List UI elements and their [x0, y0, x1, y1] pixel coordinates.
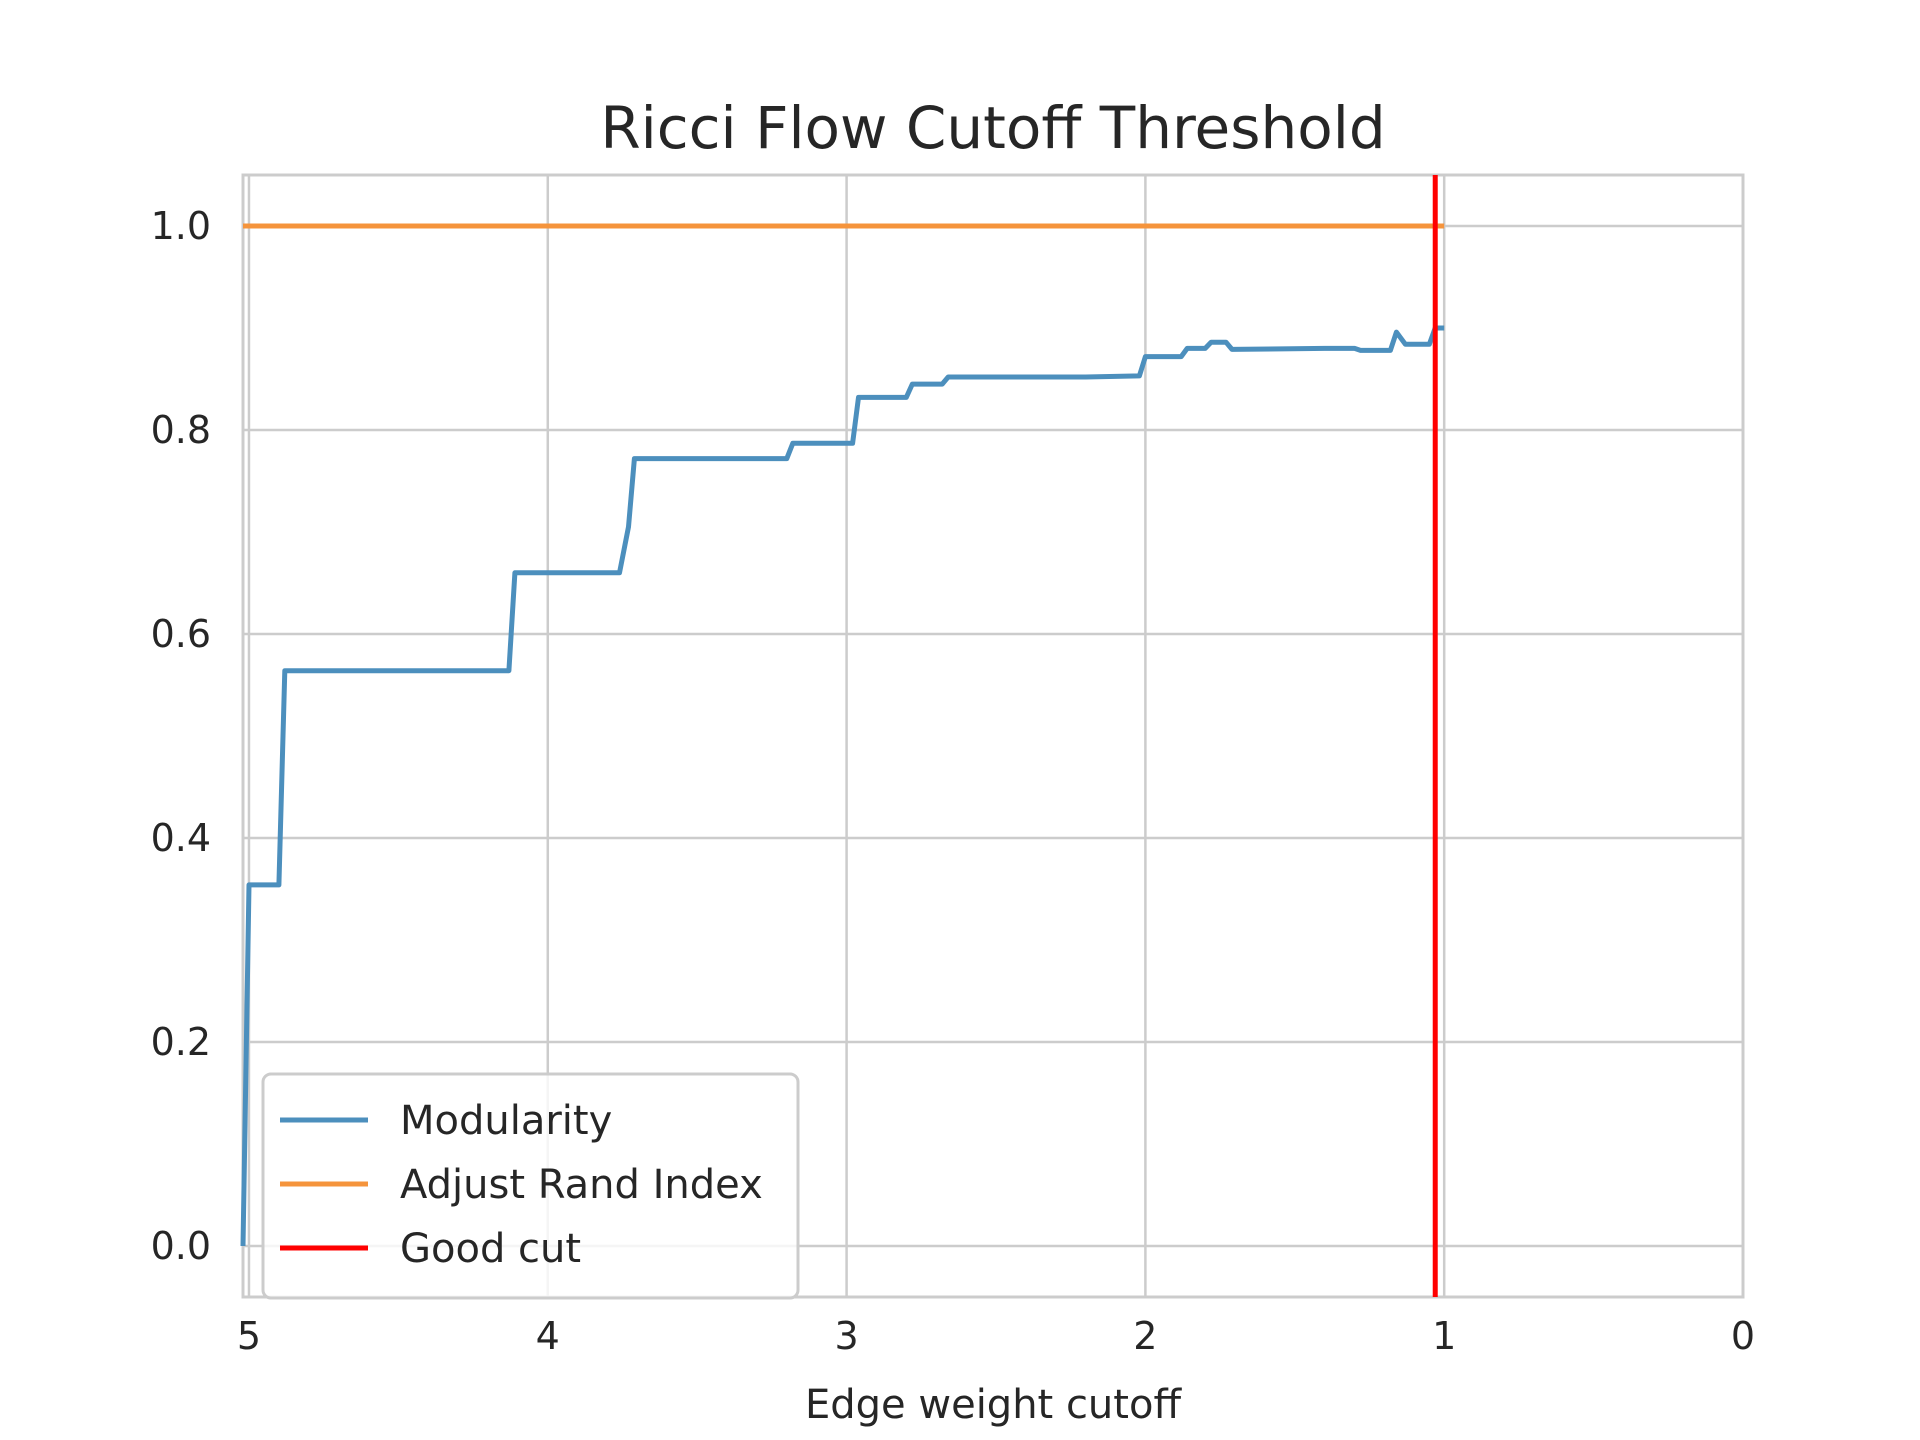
- x-tick-label: 5: [237, 1314, 261, 1358]
- series-layer: [240, 175, 1445, 1297]
- y-tick-label: 0.0: [151, 1224, 211, 1268]
- legend-box: [261, 1072, 800, 1300]
- x-tick-label: 1: [1432, 1314, 1456, 1358]
- plot-frame: [241, 173, 1745, 1299]
- legend-label: Adjust Rand Index: [400, 1162, 763, 1208]
- y-tick-label: 0.8: [151, 408, 211, 452]
- y-tick-label: 0.2: [151, 1020, 211, 1064]
- x-tick-label: 0: [1731, 1314, 1755, 1358]
- legend-label: Modularity: [400, 1098, 612, 1144]
- y-tick-label: 0.4: [151, 816, 211, 860]
- chart-title: Ricci Flow Cutoff Threshold: [600, 94, 1385, 162]
- x-tick-label: 3: [834, 1314, 858, 1358]
- legend: Modularity Adjust Rand Index Good cut: [261, 1072, 800, 1300]
- legend-label: Good cut: [400, 1226, 581, 1272]
- y-tick-label: 0.6: [151, 612, 211, 656]
- grid-layer: [243, 175, 1745, 1297]
- x-axis-label: Edge weight cutoff: [805, 1382, 1182, 1428]
- x-tick-label: 4: [536, 1314, 560, 1358]
- y-tick-label: 1.0: [151, 204, 211, 248]
- series-line-modularity: [240, 325, 1445, 1247]
- x-tick-label: 2: [1133, 1314, 1157, 1358]
- tick-layer: 5 4 3 2 1 0 0.0 0.2 0.4 0.6 0.8 1.0: [151, 204, 1756, 1358]
